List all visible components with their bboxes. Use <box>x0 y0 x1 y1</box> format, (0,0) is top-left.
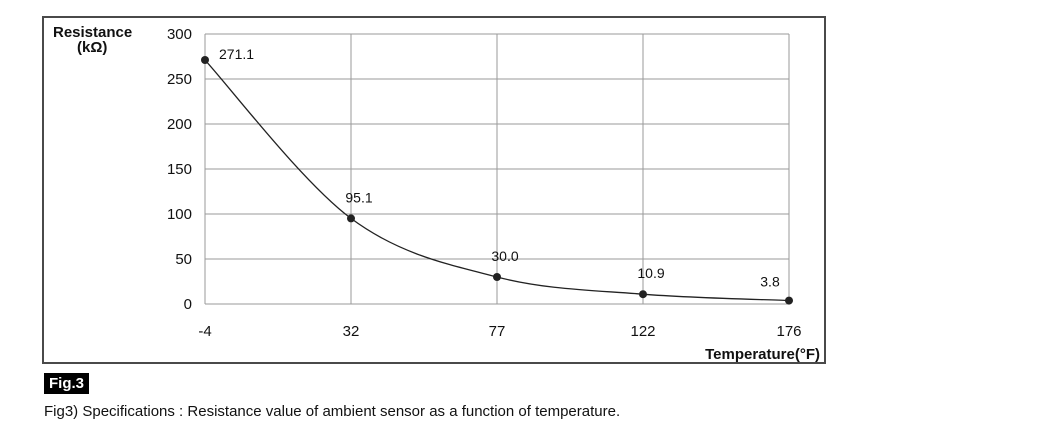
chart-frame: 271.1 95.1 30.0 10.9 3.8 0 50 100 150 200 250 300 … <box>42 16 826 364</box>
data-label: 271.1 <box>219 46 254 62</box>
x-tick-label: 176 <box>776 323 801 340</box>
figure-caption: Fig3) Specifications : Resistance value … <box>44 403 621 420</box>
x-tick-labels: -4 32 77 122 176 <box>198 323 801 340</box>
resistance-temperature-chart: 271.195.130.010.93.8 050100150200250300 … <box>53 24 820 362</box>
x-tick-label: 77 <box>489 323 506 340</box>
data-point <box>201 56 209 65</box>
x-axis-title: Temperature(°F) <box>705 346 820 362</box>
x-tick-label: 32 <box>343 323 360 340</box>
y-tick-labels: 0 50 100 150 200 250 300 <box>167 26 192 313</box>
data-label: 95.1 <box>345 189 372 205</box>
figure-badge: Fig.3 <box>44 373 90 394</box>
data-labels: 271.1 95.1 30.0 10.9 3.8 <box>219 46 780 290</box>
data-points <box>201 56 793 305</box>
y-tick-label: 200 <box>167 116 192 133</box>
y-axis-title: Resistance <box>53 24 132 41</box>
y-tick-label: 150 <box>167 161 192 178</box>
data-point <box>639 290 647 299</box>
y-tick-label: 0 <box>184 296 192 313</box>
x-tick-label: 122 <box>630 323 655 340</box>
data-label: 3.8 <box>760 274 780 290</box>
y-tick-label: 250 <box>167 71 192 88</box>
data-point <box>347 214 355 223</box>
x-tick-label: -4 <box>198 323 211 340</box>
data-point <box>785 296 793 305</box>
grid-lines <box>204 33 790 305</box>
y-tick-label: 50 <box>175 251 192 268</box>
y-tick-label: 300 <box>167 26 192 43</box>
y-tick-label: 100 <box>167 206 192 223</box>
data-label: 30.0 <box>491 248 518 264</box>
data-label: 10.9 <box>637 265 664 281</box>
data-point <box>493 273 501 281</box>
y-axis-unit: (kΩ) <box>77 39 107 56</box>
